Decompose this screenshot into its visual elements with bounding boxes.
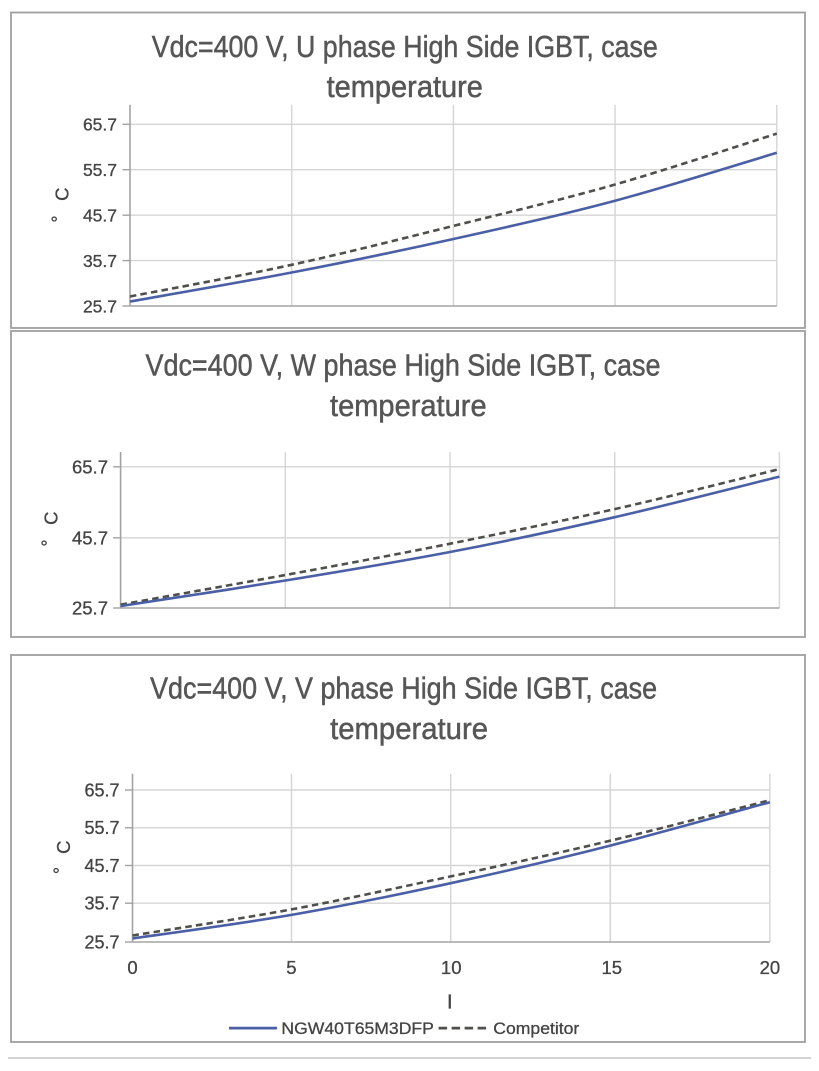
svg-text:45.7: 45.7 [83, 206, 117, 226]
svg-text:35.7: 35.7 [83, 251, 117, 271]
svg-text:45.7: 45.7 [72, 528, 108, 549]
svg-text:temperature: temperature [327, 69, 483, 104]
svg-text:temperature: temperature [330, 388, 487, 423]
svg-text:45.7: 45.7 [84, 856, 119, 876]
svg-text:C: C [41, 512, 62, 525]
svg-text:NGW40T65M3DFP: NGW40T65M3DFP [281, 1020, 434, 1038]
svg-text:Competitor: Competitor [493, 1020, 580, 1038]
svg-text:65.7: 65.7 [83, 115, 117, 135]
svg-text:Vdc=400 V, V phase High Side I: Vdc=400 V, V phase High Side IGBT, case [150, 671, 657, 706]
svg-text:0: 0 [127, 957, 137, 978]
svg-text:Vdc=400 V, W phase High Side I: Vdc=400 V, W phase High Side IGBT, case [146, 347, 661, 382]
svg-text:55.7: 55.7 [83, 160, 117, 180]
svg-text:15: 15 [602, 957, 623, 978]
svg-text:10: 10 [441, 957, 462, 978]
svg-text:°: ° [40, 537, 47, 558]
svg-text:35.7: 35.7 [84, 894, 119, 914]
svg-text:25.7: 25.7 [84, 933, 119, 953]
svg-text:25.7: 25.7 [83, 296, 117, 316]
svg-text:C: C [53, 841, 74, 854]
svg-text:I: I [447, 992, 453, 1014]
svg-text:°: ° [51, 212, 58, 233]
svg-text:20: 20 [760, 957, 781, 978]
svg-text:°: ° [52, 864, 59, 885]
svg-text:55.7: 55.7 [84, 818, 119, 838]
svg-text:65.7: 65.7 [72, 457, 108, 478]
svg-text:25.7: 25.7 [72, 598, 108, 619]
svg-text:temperature: temperature [330, 711, 488, 746]
svg-text:C: C [51, 188, 72, 201]
svg-text:65.7: 65.7 [84, 781, 119, 801]
svg-text:Vdc=400 V, U phase High Side I: Vdc=400 V, U phase High Side IGBT, case [152, 29, 658, 64]
svg-text:5: 5 [286, 957, 296, 978]
